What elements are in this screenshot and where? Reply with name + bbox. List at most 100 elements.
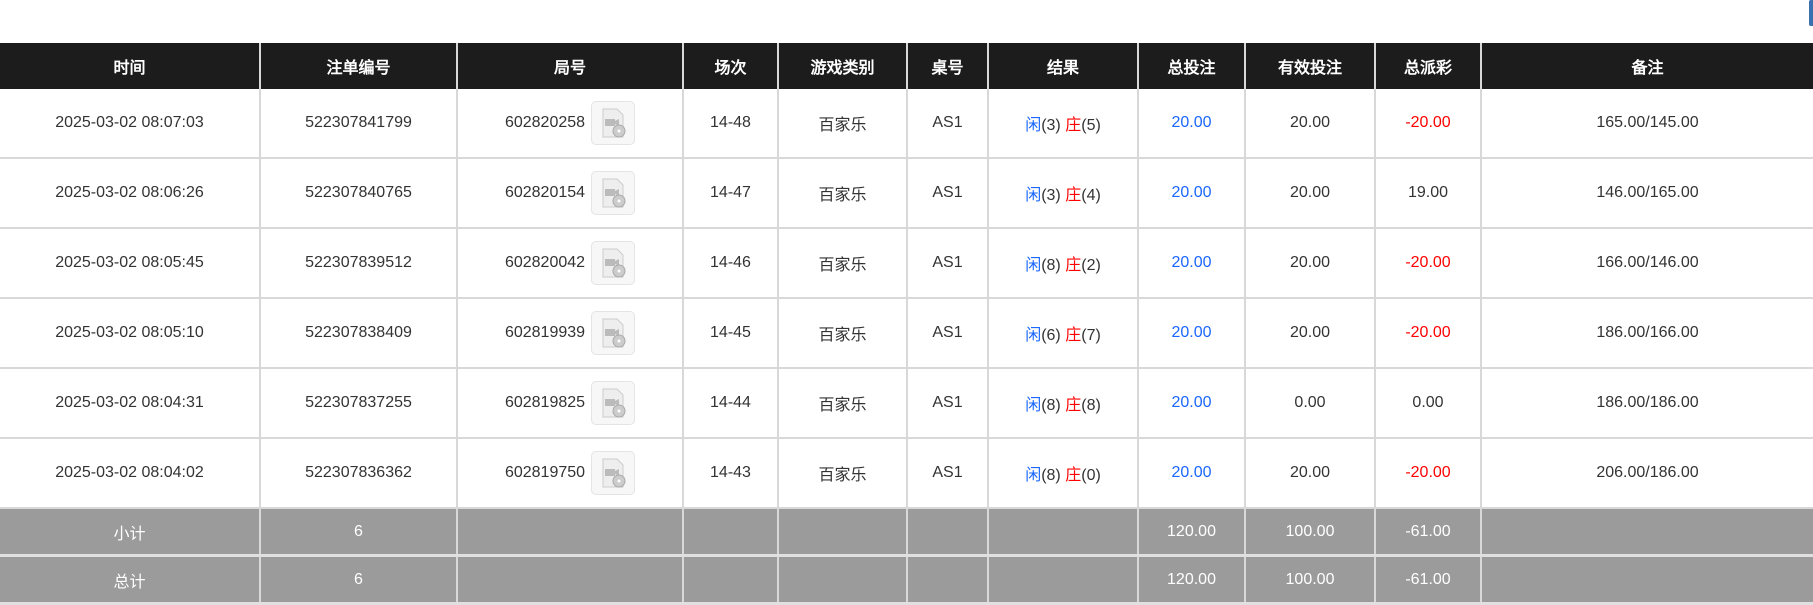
cell-result: 闲(8) 庄(2) <box>987 228 1138 299</box>
summary-total-bet: 120.00 <box>1137 555 1245 605</box>
cell-result: 闲(3) 庄(5) <box>987 89 1138 159</box>
cell-valid-bet: 0.00 <box>1244 368 1375 439</box>
cell-time: 2025-03-02 08:05:45 <box>0 228 260 299</box>
summary-label: 总计 <box>0 555 260 605</box>
cell-round: 602820042 <box>456 228 683 299</box>
cell-bet-id: 522307841799 <box>259 89 457 159</box>
player-score: (8) <box>1041 467 1061 484</box>
cell-time: 2025-03-02 08:05:10 <box>0 298 260 369</box>
summary-label: 小计 <box>0 508 260 557</box>
cell-note: 165.00/145.00 <box>1480 89 1813 159</box>
cell-bet-id: 522307836362 <box>259 438 457 509</box>
header-time: 时间 <box>0 43 260 89</box>
cell-bet-id: 522307837255 <box>259 368 457 439</box>
cell-time: 2025-03-02 08:04:31 <box>0 368 260 439</box>
header-result: 结果 <box>987 43 1138 89</box>
round-number: 602820042 <box>504 254 586 272</box>
cell-payout: 19.00 <box>1374 158 1481 229</box>
player-score: (3) <box>1041 117 1061 134</box>
summary-row: 总计 6 120.00 100.00 -61.00 <box>0 555 1813 605</box>
summary-row: 小计 6 120.00 100.00 -61.00 <box>0 508 1813 557</box>
table-row: 2025-03-02 08:07:03 522307841799 6028202… <box>0 89 1813 159</box>
video-replay-icon[interactable] <box>591 451 636 495</box>
player-label: 闲 <box>1025 257 1042 274</box>
header-session: 场次 <box>682 43 778 89</box>
summary-payout: -61.00 <box>1374 555 1481 605</box>
video-replay-icon[interactable] <box>591 171 636 215</box>
cell-payout: -20.00 <box>1374 298 1481 369</box>
cell-game-type: 百家乐 <box>777 298 907 369</box>
banker-label: 庄 <box>1065 257 1082 274</box>
header-valid-bet: 有效投注 <box>1244 43 1375 89</box>
round-number: 602820154 <box>504 184 586 202</box>
cell-valid-bet: 20.00 <box>1244 438 1375 509</box>
cell-game-type: 百家乐 <box>777 158 907 229</box>
cell-session: 14-45 <box>682 298 778 369</box>
cell-total-bet: 20.00 <box>1137 228 1245 299</box>
cell-total-bet: 20.00 <box>1137 368 1245 439</box>
cell-note: 206.00/186.00 <box>1480 438 1813 509</box>
cell-time: 2025-03-02 08:04:02 <box>0 438 260 509</box>
cell-total-bet: 20.00 <box>1137 89 1245 159</box>
player-score: (8) <box>1041 397 1061 414</box>
cell-payout: -20.00 <box>1374 438 1481 509</box>
player-label: 闲 <box>1025 187 1042 204</box>
header-payout: 总派彩 <box>1374 43 1481 89</box>
video-replay-icon[interactable] <box>591 101 636 145</box>
video-replay-icon[interactable] <box>591 381 636 425</box>
cell-time: 2025-03-02 08:06:26 <box>0 158 260 229</box>
cell-round: 602820258 <box>456 89 683 159</box>
player-score: (3) <box>1041 187 1061 204</box>
cell-total-bet: 20.00 <box>1137 158 1245 229</box>
player-score: (6) <box>1041 327 1061 344</box>
cell-bet-id: 522307838409 <box>259 298 457 369</box>
round-number: 602819939 <box>504 324 586 342</box>
cell-result: 闲(3) 庄(4) <box>987 158 1138 229</box>
table-row: 2025-03-02 08:04:02 522307836362 6028197… <box>0 438 1813 509</box>
cell-session: 14-46 <box>682 228 778 299</box>
cell-payout: 0.00 <box>1374 368 1481 439</box>
banker-label: 庄 <box>1065 467 1082 484</box>
player-label: 闲 <box>1025 397 1042 414</box>
header-game-type: 游戏类别 <box>777 43 907 89</box>
cell-valid-bet: 20.00 <box>1244 158 1375 229</box>
cell-payout: -20.00 <box>1374 228 1481 299</box>
cell-session: 14-43 <box>682 438 778 509</box>
header-round: 局号 <box>456 43 683 89</box>
cell-session: 14-44 <box>682 368 778 439</box>
cell-time: 2025-03-02 08:07:03 <box>0 89 260 159</box>
player-label: 闲 <box>1025 467 1042 484</box>
header-note: 备注 <box>1480 43 1813 89</box>
round-number: 602819825 <box>504 394 586 412</box>
cell-table-no: AS1 <box>906 298 988 369</box>
cell-total-bet: 20.00 <box>1137 298 1245 369</box>
bet-records-table: 时间 注单编号 局号 场次 游戏类别 桌号 结果 总投注 有效投注 总派彩 备注 2025-03-0… <box>0 43 1813 605</box>
table-header-row: 时间 注单编号 局号 场次 游戏类别 桌号 结果 总投注 有效投注 总派彩 备注 <box>0 43 1813 89</box>
cell-game-type: 百家乐 <box>777 228 907 299</box>
cell-table-no: AS1 <box>906 438 988 509</box>
header-table-no: 桌号 <box>906 43 988 89</box>
cell-bet-id: 522307840765 <box>259 158 457 229</box>
cell-result: 闲(6) 庄(7) <box>987 298 1138 369</box>
cell-total-bet: 20.00 <box>1137 438 1245 509</box>
cell-result: 闲(8) 庄(8) <box>987 368 1138 439</box>
cell-table-no: AS1 <box>906 228 988 299</box>
cell-valid-bet: 20.00 <box>1244 298 1375 369</box>
cell-round: 602820154 <box>456 158 683 229</box>
banker-label: 庄 <box>1065 187 1082 204</box>
banker-score: (7) <box>1081 327 1101 344</box>
cell-valid-bet: 20.00 <box>1244 228 1375 299</box>
cell-table-no: AS1 <box>906 158 988 229</box>
cell-note: 146.00/165.00 <box>1480 158 1813 229</box>
table-row: 2025-03-02 08:06:26 522307840765 6028201… <box>0 158 1813 229</box>
header-bet-id: 注单编号 <box>259 43 457 89</box>
cell-bet-id: 522307839512 <box>259 228 457 299</box>
video-replay-icon[interactable] <box>591 241 636 285</box>
summary-count: 6 <box>259 555 457 605</box>
round-number: 602819750 <box>504 464 586 482</box>
cell-session: 14-47 <box>682 158 778 229</box>
video-replay-icon[interactable] <box>591 311 636 355</box>
round-number: 602820258 <box>504 114 586 132</box>
summary-count: 6 <box>259 508 457 557</box>
cell-session: 14-48 <box>682 89 778 159</box>
